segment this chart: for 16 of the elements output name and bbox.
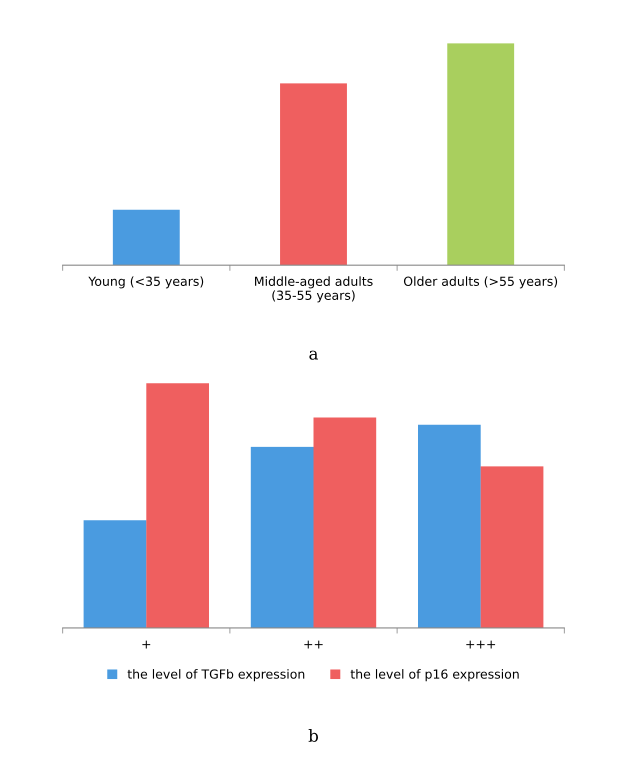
bar	[418, 424, 481, 628]
x-tick-label: ++	[304, 640, 323, 649]
bar	[146, 383, 209, 628]
bar	[84, 520, 146, 628]
bar	[250, 446, 314, 628]
legend-label: the level of TGFb expression	[128, 669, 304, 682]
x-tick-label: +	[142, 640, 150, 649]
legend-label: the level of p16 expression	[350, 669, 519, 682]
x-tick-label: Older adults (>55 years)	[404, 276, 558, 288]
x-tick-label: Young (<35 years)	[88, 276, 204, 288]
x-tick-label: Middle-aged adults (35-55 years)	[255, 276, 373, 302]
text: b	[308, 729, 318, 742]
text: a	[309, 350, 318, 360]
bar	[314, 417, 376, 628]
x-tick-label: +++	[466, 640, 496, 649]
bar	[480, 466, 544, 628]
